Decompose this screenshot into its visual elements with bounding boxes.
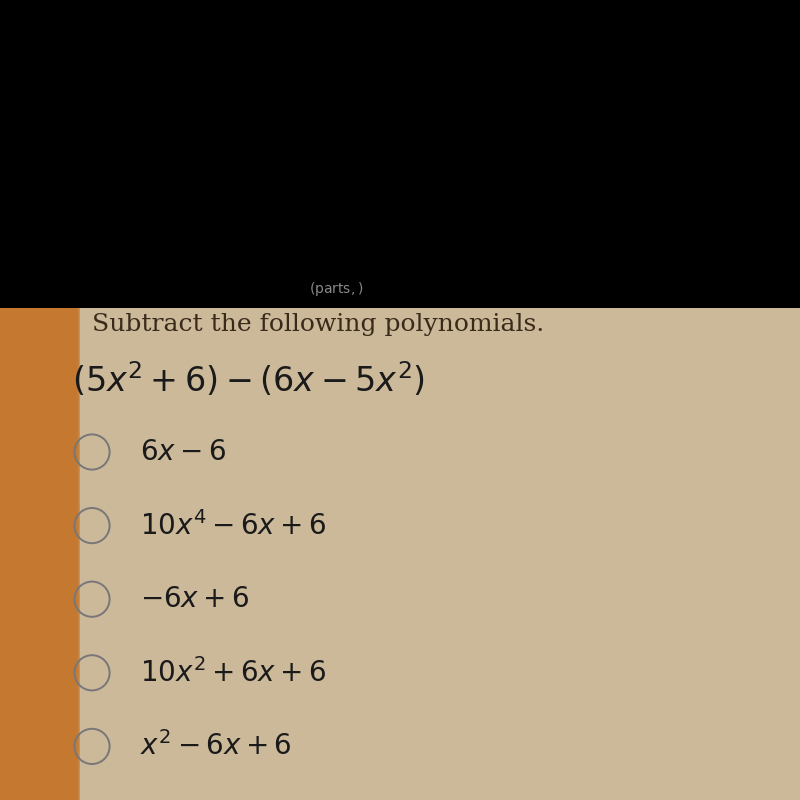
Bar [0,308,39,800]
Bar [0,308,28,800]
Bar [0,308,60,800]
Bar [0,308,51,800]
Bar [0,308,58,800]
Text: $6x - 6$: $6x - 6$ [140,438,226,466]
Bar [0,308,63,800]
Bar [0,308,8,800]
Bar [0,308,75,800]
Text: $10x^2 + 6x + 6$: $10x^2 + 6x + 6$ [140,658,326,688]
Bar [0,308,52,800]
Bar [0,308,9,800]
Bar [0,308,66,800]
Text: $x^2 - 6x + 6$: $x^2 - 6x + 6$ [140,731,292,762]
Bar [0,308,3,800]
Bar [0,308,16,800]
Bar [0,308,2,800]
Bar [0,308,23,800]
Bar [0,308,40,800]
Bar [0,308,62,800]
Bar [0,308,53,800]
Text: $-6x + 6$: $-6x + 6$ [140,586,250,613]
Bar [0,308,32,800]
Bar [0,308,27,800]
Bar [0,308,42,800]
Bar [0,308,33,800]
Bar [0,308,34,800]
Bar [0,308,41,800]
Bar [0,308,11,800]
Bar [0,308,24,800]
Bar [0,308,61,800]
Bar [0,0,800,308]
Bar [0,308,78,800]
Bar [0,308,5,800]
Bar [0,308,15,800]
Bar [0,308,13,800]
Bar [0,308,56,800]
Bar [0,308,76,800]
Bar [0,308,45,800]
Bar [0,308,19,800]
Bar [0,308,20,800]
Bar [0,308,69,800]
Bar [0,308,57,800]
Bar [0,308,44,800]
Bar [0,308,21,800]
Bar [0,308,7,800]
Bar [0,308,74,800]
Bar [0,308,12,800]
Bar [0,308,49,800]
Bar [0,308,70,800]
Bar [0,308,72,800]
Bar [0,308,26,800]
Text: Subtract the following polynomials.: Subtract the following polynomials. [92,313,544,335]
Bar [0,308,79,800]
Bar [0,308,22,800]
Bar [0,308,46,800]
Bar [0,308,54,800]
Bar [0,308,38,800]
Bar [0,308,77,800]
Bar [0,308,68,800]
Bar [0,308,10,800]
Text: $10x^4 - 6x + 6$: $10x^4 - 6x + 6$ [140,510,326,541]
Bar [0,308,48,800]
Bar [0,308,18,800]
Bar [0,308,36,800]
Bar [0,308,25,800]
Bar [0,308,17,800]
Bar [0,308,47,800]
Bar [0,308,31,800]
Bar [0,308,55,800]
Bar [0,308,14,800]
Bar [0,308,30,800]
Bar [0,308,43,800]
Bar [0,308,67,800]
Bar [0,308,4,800]
Bar [0,308,65,800]
Text: $(5x^2 + 6) - (6x - 5x^2)$: $(5x^2 + 6) - (6x - 5x^2)$ [72,361,425,399]
Bar [0,308,29,800]
Bar [0,308,80,800]
Bar [0,308,73,800]
Bar [0,308,50,800]
Bar [0,308,37,800]
Bar [0,308,35,800]
Bar [0,308,71,800]
Text: $\mathrm{(parts,)}$: $\mathrm{(parts,)}$ [309,280,363,298]
Bar [0,308,64,800]
Bar [0,308,59,800]
Bar [0,308,6,800]
Bar [0,308,1,800]
